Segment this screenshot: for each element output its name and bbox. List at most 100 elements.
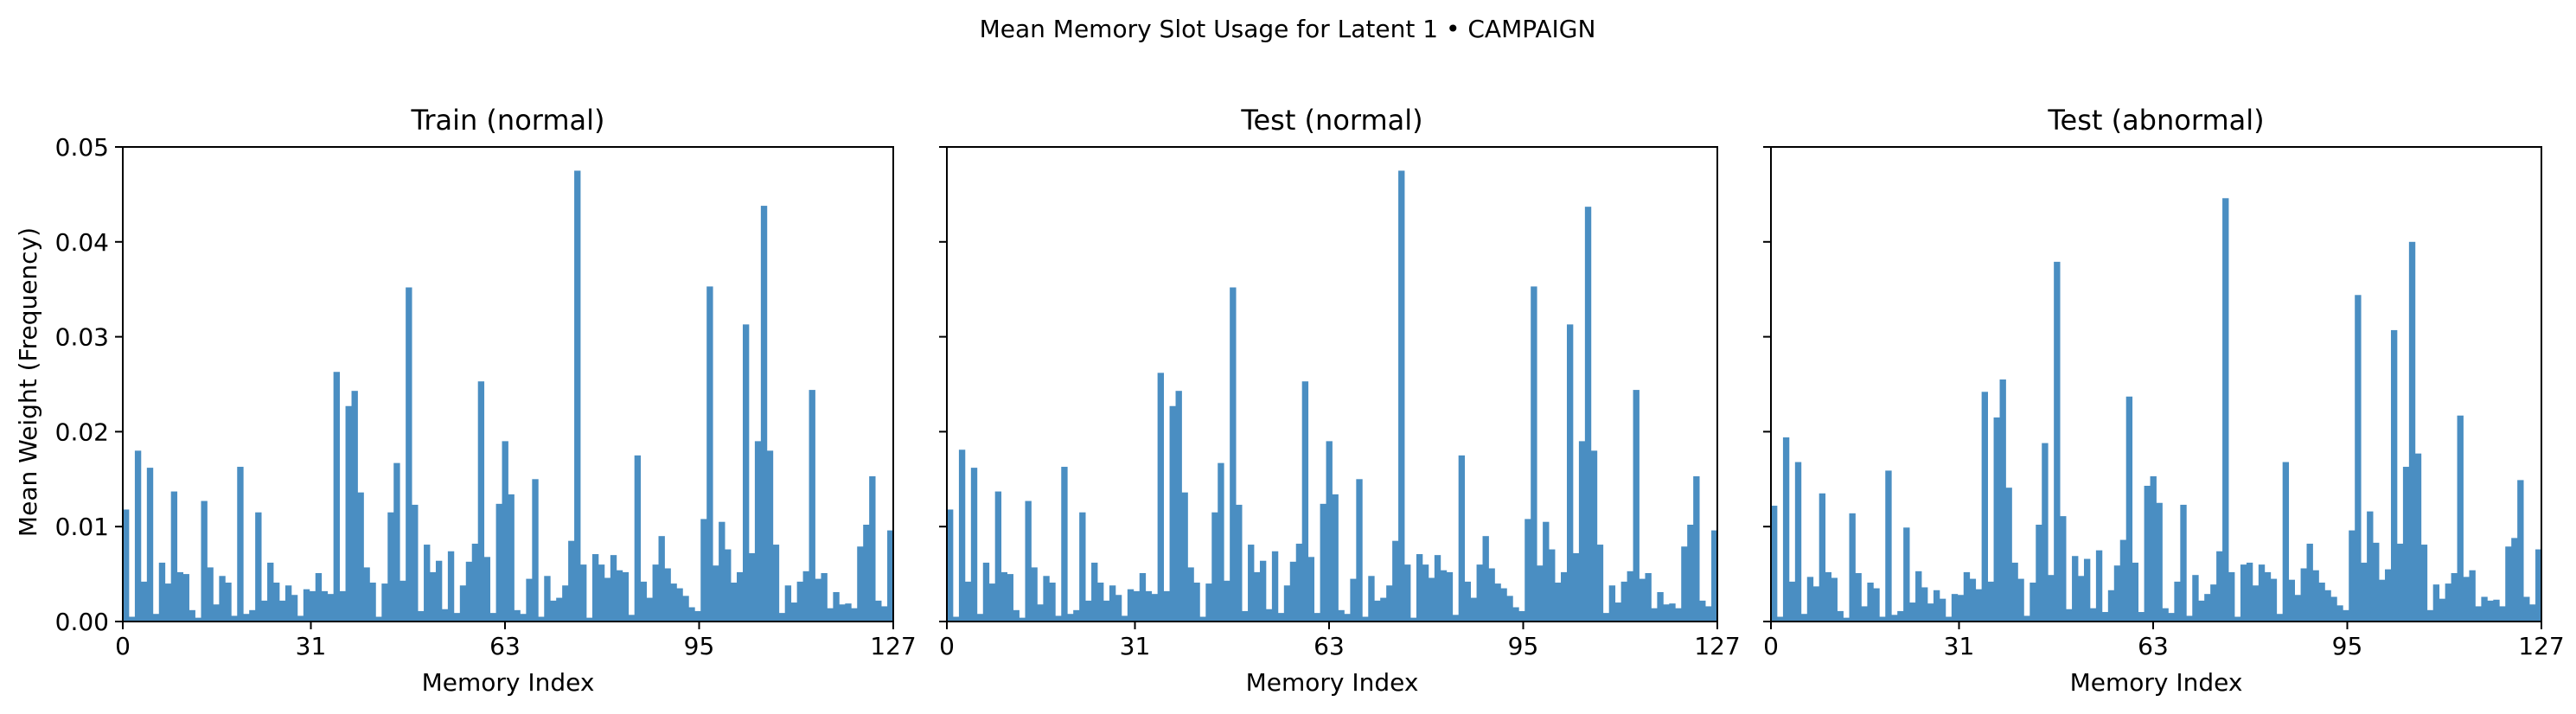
bar [875,600,882,622]
bar [1693,476,1700,622]
bar [1464,581,1471,622]
bar [585,617,593,622]
bar [857,546,864,622]
bar [1422,564,1429,622]
bar [538,616,545,622]
bar [2095,550,2103,622]
bar [664,568,671,622]
bar [1169,405,1176,622]
bar [134,450,142,622]
bar [2005,488,2012,622]
bar [658,536,665,622]
bar [2101,612,2109,622]
bar [2180,504,2187,622]
bar [1013,609,1020,622]
bar [640,581,647,622]
bar [2138,612,2145,622]
bar [1121,615,1128,622]
bar [387,512,394,622]
bar [1085,600,1092,622]
bar [1855,573,1862,622]
bar [2505,546,2512,622]
x-axis-label: Memory Index [422,668,595,697]
figure-title: Mean Memory Slot Usage for Latent 1 • CA… [980,15,1596,43]
bar [2119,539,2127,622]
bar [273,582,280,622]
bar [1812,586,1820,622]
bar [1657,591,1664,622]
bar [2355,295,2362,622]
bar [1885,470,1892,622]
bar [1939,598,1946,622]
bar [881,606,888,622]
bar [574,170,581,622]
bar [291,595,298,622]
bar [1446,571,1454,622]
bar [406,287,412,622]
bar [652,564,659,622]
bar [742,324,750,622]
bar [1254,571,1261,622]
bar [1151,594,1159,622]
bar [514,609,521,622]
bar [1608,585,1616,622]
bar [815,578,821,622]
bar [1699,600,1706,622]
bar [489,613,496,622]
bar [1199,616,1206,622]
bar [2246,562,2253,622]
bar [1133,590,1141,622]
bar [2379,579,2386,622]
bar [1800,614,1808,622]
bar [2451,573,2458,622]
bar [887,530,894,622]
bar [2023,615,2030,622]
bar [1578,441,1586,622]
bar [839,604,846,622]
bar [1500,588,1507,622]
bar [459,585,467,622]
bar [1307,557,1315,622]
bar [189,609,195,622]
bar [754,441,762,622]
bar [1452,615,1460,622]
bar [2168,613,2175,622]
bar [1392,540,1399,622]
bar [520,614,527,622]
bar [982,562,990,622]
bar [580,564,587,622]
bar [2089,608,2097,622]
bar [1705,606,1712,622]
bar [477,381,485,622]
bar [1669,603,1676,622]
bar [1915,571,1922,622]
bar [128,616,136,622]
bar [471,543,479,622]
bar [1987,581,1994,622]
subplot-title: Test (abnormal) [2047,104,2264,137]
bar [1314,613,1320,622]
bar [2420,545,2428,622]
bar [1409,617,1417,622]
bar [526,578,533,622]
bar [2017,578,2024,622]
bar [213,604,220,622]
bar [1620,581,1627,622]
bar [1981,392,1988,622]
bar [2107,590,2115,622]
bar [1602,613,1610,622]
bar [1614,602,1622,622]
x-tick-label: 127 [870,632,916,660]
bar [1476,564,1483,622]
bar [778,613,786,622]
bar [1025,500,1032,622]
bar [532,479,539,622]
bar [363,567,370,622]
bar [369,582,376,622]
y-tick-label: 0.05 [55,133,109,162]
bar [315,573,323,622]
bar [2252,585,2260,622]
bar [748,552,756,622]
bar [508,494,515,622]
bar [1566,324,1574,622]
